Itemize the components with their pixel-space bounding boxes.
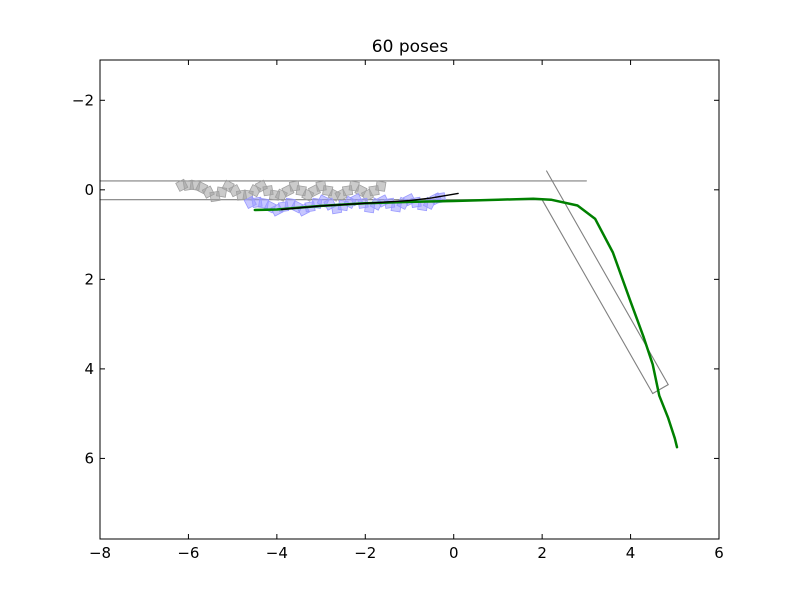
- y-tick-label: 0: [84, 181, 94, 199]
- x-tick-label: −6: [177, 544, 199, 562]
- gray-poses-group: [175, 178, 387, 203]
- pose-marker: [375, 180, 387, 192]
- x-tick-label: 2: [537, 544, 547, 562]
- x-tick-label: −4: [266, 544, 288, 562]
- y-tick-label: 4: [84, 360, 94, 378]
- series-corridor-end-cap: [652, 384, 669, 395]
- y-tick-label: 6: [84, 449, 94, 467]
- x-tick-label: 4: [626, 544, 636, 562]
- chart-title: 60 poses: [372, 37, 449, 57]
- x-tick-label: 0: [449, 544, 459, 562]
- trajectory-layer: [253, 192, 679, 449]
- series-corridor-diagonal-lower: [541, 199, 654, 395]
- x-tick-label: −8: [89, 544, 111, 562]
- x-tick-label: −2: [354, 544, 376, 562]
- series-reference: [280, 192, 459, 211]
- plot-area: [100, 60, 719, 539]
- x-tick-label: 6: [714, 544, 724, 562]
- y-tick-label: 2: [84, 270, 94, 288]
- x-axis: −8 −6 −4 −2 0 2 4 6: [89, 60, 724, 562]
- y-tick-label: −2: [72, 91, 94, 109]
- y-axis: −2 0 2 4 6: [72, 91, 719, 467]
- plot-frame: [99, 59, 720, 540]
